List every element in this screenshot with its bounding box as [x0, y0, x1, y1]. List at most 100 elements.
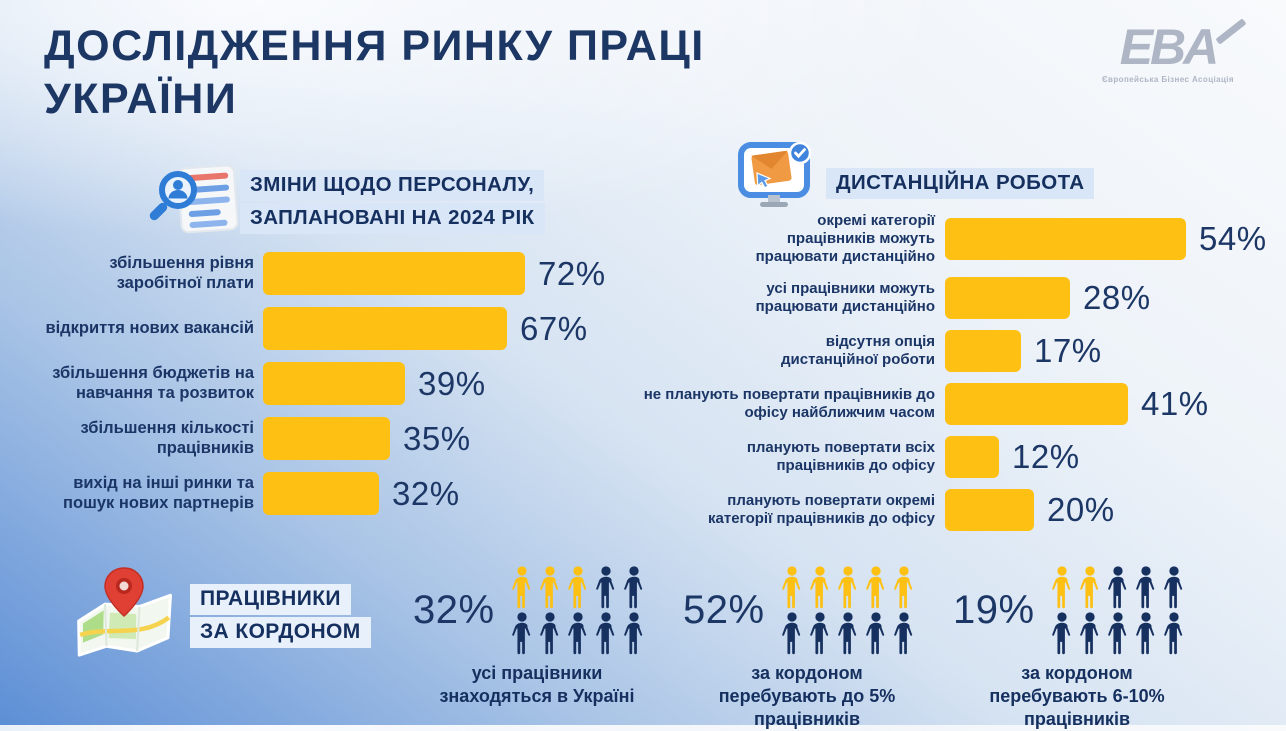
person-icon [540, 566, 559, 609]
person-icon [1136, 612, 1155, 655]
remote-bar-chart: окремі категорії працівників можуть прац… [617, 212, 1267, 542]
person-icon [866, 612, 885, 655]
abroad-section-header: ПРАЦІВНИКИ ЗА КОРДОНОМ [190, 584, 371, 648]
bar-label: планують повертати окремі категорії прац… [708, 492, 935, 527]
person-icon [782, 612, 801, 655]
bar-label: не планують повертати працівників до офі… [643, 386, 935, 421]
person-icon [568, 612, 587, 655]
group-caption: за кордоном перебувають до 5% працівникі… [718, 663, 896, 730]
bar-label: планують повертати всіх працівників до о… [746, 439, 935, 474]
bar-row: усі працівники можуть працювати дистанці… [617, 277, 1267, 319]
pictogram-row: 32% [413, 566, 661, 655]
person-icon [1052, 566, 1071, 609]
bar-value-label: 41% [1141, 385, 1209, 422]
personnel-header-line1: ЗМІНИ ЩОДО ПЕРСОНАЛУ, [240, 170, 545, 201]
page-title-line2: УКРАЇНИ [44, 75, 238, 124]
personnel-header-line2: ЗАПЛАНОВАНІ НА 2024 РІК [240, 203, 545, 234]
eba-logo-subtitle: Європейська Бізнес Асоціація [1101, 75, 1234, 84]
person-grid [779, 566, 917, 655]
document-search-icon [148, 162, 243, 241]
person-icon [1108, 566, 1127, 609]
bar-row: вихід на інші ринки та пошук нових партн… [30, 472, 606, 515]
abroad-group: 52% за кордоном перебувають до 5% працівн… [683, 566, 931, 731]
bar-label: вихід на інші ринки та пошук нових партн… [63, 474, 254, 512]
group-caption: за кордоном перебувають 6-10% працівникі… [989, 663, 1165, 730]
bar [945, 383, 1128, 425]
person-icon [1080, 612, 1099, 655]
person-icon [1052, 612, 1071, 655]
bar-value-label: 32% [392, 474, 460, 512]
bar-label: збільшення кількості працівників [80, 419, 254, 457]
abroad-header-line1: ПРАЦІВНИКИ [190, 584, 351, 615]
abroad-group: 32% усі працівники знаходяться в Україні [413, 566, 661, 708]
bar-value-label: 39% [418, 364, 486, 402]
bar-label: відкриття нових вакансій [45, 318, 254, 337]
person-icon [838, 566, 857, 609]
person-icon [512, 566, 531, 609]
bar-row: окремі категорії працівників можуть прац… [617, 212, 1267, 266]
person-icon [596, 566, 615, 609]
person-icon [1080, 566, 1099, 609]
bar-row: відкриття нових вакансій 67% [30, 307, 606, 350]
group-percentage: 32% [413, 588, 495, 632]
monitor-mail-check-icon [736, 140, 818, 217]
bar-row: не планують повертати працівників до офі… [617, 383, 1267, 425]
page-title: ДОСЛІДЖЕННЯ РИНКУ ПРАЦІ УКРАЇНИ [44, 20, 884, 127]
bar [945, 330, 1021, 372]
bar-row: збільшення кількості працівників 35% [30, 417, 606, 460]
bar [945, 277, 1070, 319]
bar-value-label: 12% [1012, 438, 1080, 475]
bar [263, 362, 405, 405]
bar-label: збільшення рівня заробітної плати [109, 254, 254, 292]
eba-logo: EBA Європейська Бізнес Асоціація [1102, 22, 1234, 84]
bar-value-label: 35% [403, 419, 471, 457]
person-grid [1049, 566, 1187, 655]
bar-value-label: 28% [1083, 279, 1151, 316]
person-icon [512, 612, 531, 655]
bar [263, 417, 390, 460]
person-icon [596, 612, 615, 655]
person-icon [1164, 566, 1183, 609]
remote-header-title: ДИСТАНЦІЙНА РОБОТА [826, 168, 1095, 199]
bar-label: усі працівники можуть працювати дистанці… [755, 280, 935, 315]
person-icon [810, 612, 829, 655]
person-icon [866, 566, 885, 609]
person-icon [838, 612, 857, 655]
abroad-group: 19% за кордоном перебувають 6-10% працівн… [953, 566, 1201, 731]
bar-row: планують повертати окремі категорії прац… [617, 489, 1267, 531]
person-icon [624, 612, 643, 655]
group-percentage: 19% [953, 588, 1035, 632]
person-icon [1136, 566, 1155, 609]
person-icon [782, 566, 801, 609]
bar-label: відсутня опція дистанційної роботи [781, 333, 935, 368]
page-title-line1: ДОСЛІДЖЕННЯ РИНКУ ПРАЦІ [44, 22, 705, 70]
bar [945, 436, 999, 478]
bar-row: збільшення рівня заробітної плати 72% [30, 252, 606, 295]
person-grid [509, 566, 647, 655]
map-pin-icon [72, 566, 182, 671]
bar-label: збільшення бюджетів на навчання та розви… [52, 364, 254, 402]
bar-row: відсутня опція дистанційної роботи 17% [617, 330, 1267, 372]
bar-row: планують повертати всіх працівників до о… [617, 436, 1267, 478]
bar [263, 307, 507, 350]
bar-row: збільшення бюджетів на навчання та розви… [30, 362, 606, 405]
pictogram-row: 52% [683, 566, 931, 655]
personnel-section-header: ЗМІНИ ЩОДО ПЕРСОНАЛУ, ЗАПЛАНОВАНІ НА 202… [240, 170, 545, 234]
person-icon [1108, 612, 1127, 655]
group-caption: усі працівники знаходяться в Україні [439, 663, 635, 707]
bar-value-label: 20% [1047, 491, 1115, 528]
bar-value-label: 67% [520, 309, 588, 347]
person-icon [1164, 612, 1183, 655]
eba-logo-text: EBA [1102, 22, 1234, 72]
bar-value-label: 17% [1034, 332, 1102, 369]
bar [263, 472, 379, 515]
group-percentage: 52% [683, 588, 765, 632]
person-icon [568, 566, 587, 609]
personnel-bar-chart: збільшення рівня заробітної плати 72% відк… [30, 252, 606, 527]
bar-label: окремі категорії працівників можуть прац… [755, 212, 935, 265]
person-icon [894, 566, 913, 609]
bar [945, 489, 1034, 531]
person-icon [624, 566, 643, 609]
person-icon [894, 612, 913, 655]
person-icon [810, 566, 829, 609]
